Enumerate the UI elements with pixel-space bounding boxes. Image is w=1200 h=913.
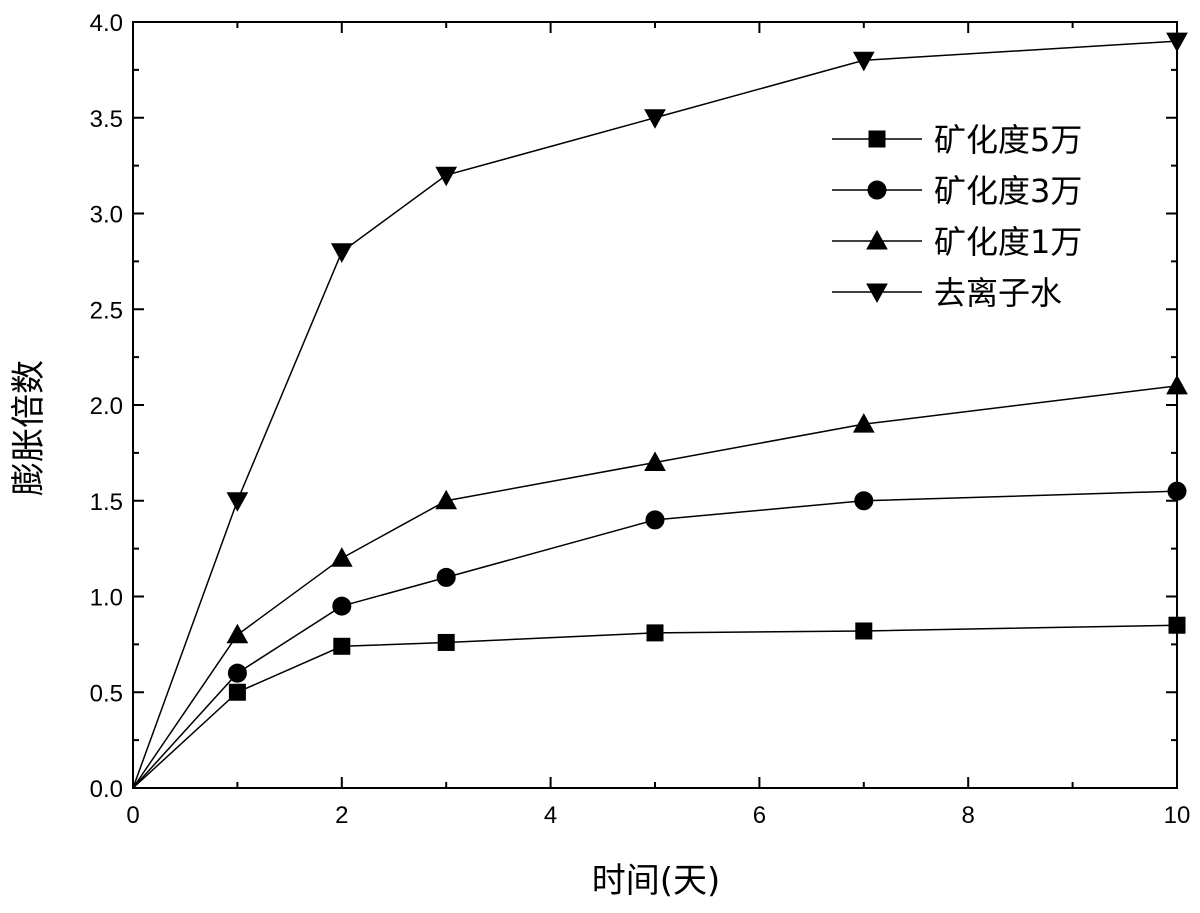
data-point <box>436 567 456 587</box>
y-axis-ticks: 0.0 0.5 1.0 1.5 2.0 2.5 3.0 3.5 4.0 <box>90 10 1177 803</box>
data-point <box>226 492 249 512</box>
data-point <box>855 622 873 640</box>
x-tick-label: 6 <box>753 802 766 829</box>
x-axis-title: 时间(天) <box>592 861 721 901</box>
data-point <box>332 596 352 616</box>
data-point <box>228 683 246 701</box>
y-tick-label: 1.0 <box>90 585 123 612</box>
y-tick-label: 0.0 <box>90 776 123 803</box>
legend-item: 去离子水 <box>832 274 1062 312</box>
series-line <box>132 385 1178 789</box>
data-point <box>1166 374 1188 395</box>
x-tick-label: 4 <box>544 802 557 829</box>
data-point <box>852 413 875 433</box>
legend-marker <box>866 229 888 250</box>
data-point <box>226 623 249 644</box>
series-layer <box>132 32 1188 789</box>
y-tick-label: 3.0 <box>90 202 123 229</box>
data-point <box>435 166 458 187</box>
data-point <box>1166 32 1188 53</box>
y-tick-label: 0.5 <box>90 680 123 707</box>
y-tick-label: 2.5 <box>90 297 123 324</box>
x-tick-label: 8 <box>962 802 975 829</box>
legend-marker <box>867 180 887 200</box>
legend-item: 矿化度1万 <box>832 223 1082 261</box>
series-4 <box>132 32 1188 789</box>
data-point <box>644 109 666 129</box>
data-point <box>854 491 874 511</box>
data-point <box>330 243 353 263</box>
data-point <box>645 510 665 530</box>
legend-label: 矿化度5万 <box>934 121 1082 159</box>
legend-marker <box>866 283 888 304</box>
y-tick-label: 4.0 <box>90 10 123 37</box>
data-point <box>330 547 353 567</box>
data-point <box>333 637 351 655</box>
data-point <box>227 663 247 683</box>
data-point <box>646 624 664 642</box>
legend-item: 矿化度3万 <box>832 172 1082 210</box>
series-3 <box>132 374 1188 789</box>
data-point <box>435 489 458 510</box>
x-axis-ticks: 0 2 4 6 8 10 <box>126 22 1190 829</box>
x-tick-label: 0 <box>126 802 139 829</box>
legend-item: 矿化度5万 <box>832 121 1082 159</box>
y-axis-title: 膨胀倍数 <box>9 360 49 496</box>
data-point <box>1168 616 1186 634</box>
y-tick-label: 2.0 <box>90 393 123 420</box>
data-point <box>437 633 455 651</box>
legend-marker <box>868 130 886 148</box>
series-line <box>132 624 1178 789</box>
data-point <box>852 51 875 72</box>
legend-label: 矿化度3万 <box>934 172 1082 210</box>
y-tick-label: 1.5 <box>90 489 123 516</box>
series-1 <box>132 616 1186 789</box>
series-2 <box>132 481 1187 789</box>
x-tick-label: 10 <box>1164 802 1191 829</box>
data-point <box>644 451 666 471</box>
legend-label: 去离子水 <box>934 274 1062 312</box>
data-point <box>1167 481 1187 501</box>
x-tick-label: 2 <box>335 802 348 829</box>
y-tick-label: 3.5 <box>90 106 123 133</box>
legend-label: 矿化度1万 <box>934 223 1082 261</box>
